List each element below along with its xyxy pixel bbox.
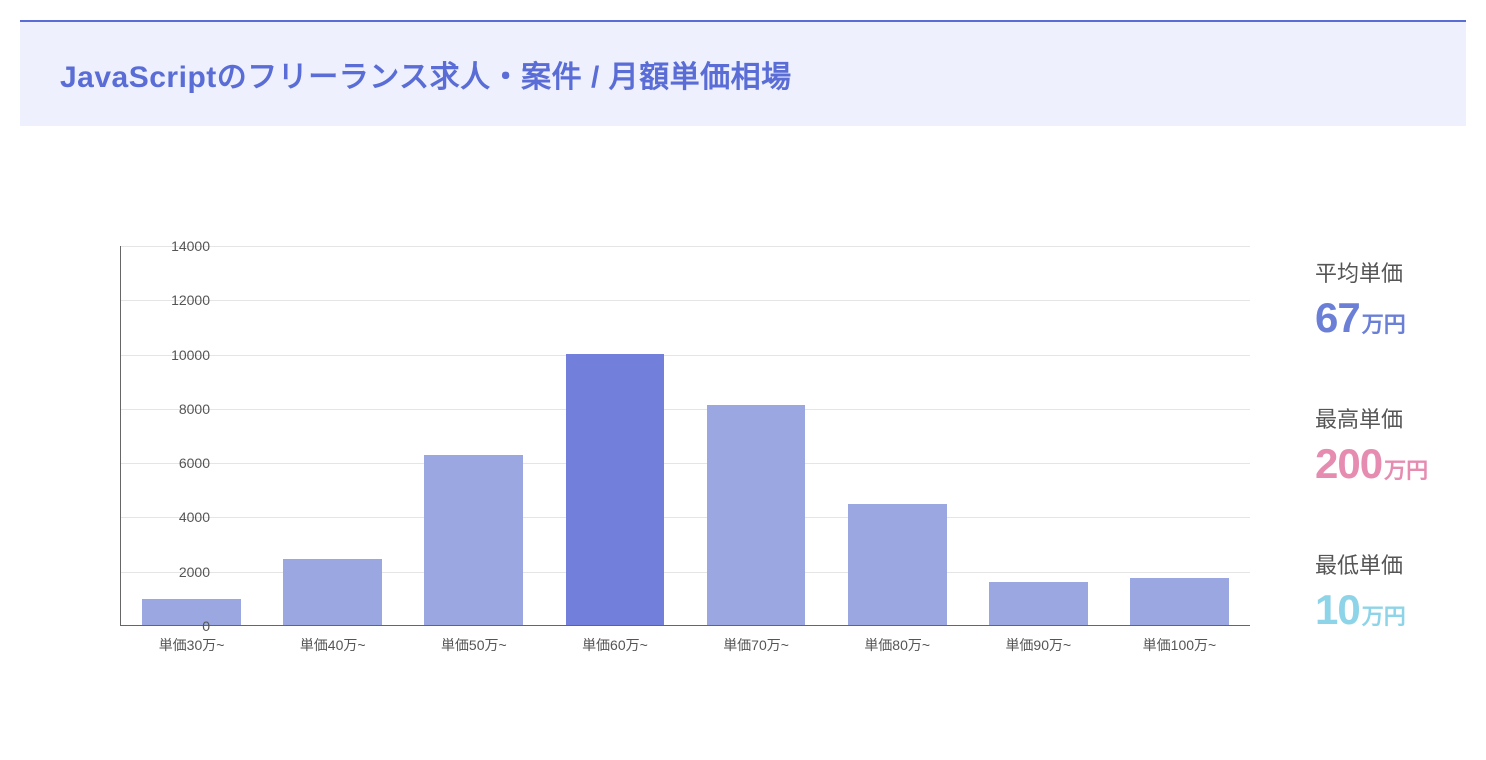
chart-y-tick-label: 12000 <box>150 292 210 308</box>
stat-unit: 万円 <box>1362 599 1406 631</box>
stat-unit: 万円 <box>1384 453 1428 485</box>
chart-bar-slot <box>1109 246 1250 625</box>
stat-block: 最高単価 200万円 <box>1315 402 1428 488</box>
chart-bar <box>283 559 382 626</box>
stat-value: 67万円 <box>1315 294 1428 342</box>
chart-bars <box>121 246 1250 625</box>
chart-y-tick-label: 8000 <box>150 401 210 417</box>
chart-x-tick-label: 単価30万~ <box>121 635 262 655</box>
chart-bar <box>566 354 665 625</box>
stat-number: 67 <box>1315 294 1360 342</box>
chart-x-tick-label: 単価50万~ <box>403 635 544 655</box>
chart-x-tick-label: 単価70万~ <box>686 635 827 655</box>
stat-value: 10万円 <box>1315 586 1428 634</box>
page-title: JavaScriptのフリーランス求人・案件 / 月額単価相場 <box>60 52 1426 96</box>
stat-number: 200 <box>1315 440 1382 488</box>
chart-bar-slot <box>827 246 968 625</box>
chart-bar-slot <box>686 246 827 625</box>
stat-number: 10 <box>1315 586 1360 634</box>
chart-bar-slot <box>403 246 544 625</box>
chart-x-tick-label: 単価60万~ <box>544 635 685 655</box>
chart-y-tick-label: 0 <box>150 618 210 634</box>
summary-stats: 平均単価67万円最高単価200万円最低単価10万円 <box>1315 236 1428 694</box>
chart-bar <box>989 582 1088 625</box>
stat-block: 最低単価 10万円 <box>1315 548 1428 634</box>
stat-block: 平均単価 67万円 <box>1315 256 1428 342</box>
chart-x-labels: 単価30万~単価40万~単価50万~単価60万~単価70万~単価80万~単価90… <box>121 635 1250 655</box>
chart-bar <box>848 504 947 625</box>
chart-bar-slot <box>968 246 1109 625</box>
chart-x-tick-label: 単価90万~ <box>968 635 1109 655</box>
chart-bar <box>424 455 523 625</box>
stat-label: 平均単価 <box>1315 256 1428 288</box>
content: 単価30万~単価40万~単価50万~単価60万~単価70万~単価80万~単価90… <box>0 236 1486 694</box>
stat-label: 最低単価 <box>1315 548 1428 580</box>
chart-bar-slot <box>544 246 685 625</box>
stat-label: 最高単価 <box>1315 402 1428 434</box>
chart-y-tick-label: 10000 <box>150 347 210 363</box>
chart-x-tick-label: 単価80万~ <box>827 635 968 655</box>
price-distribution-chart: 単価30万~単価40万~単価50万~単価60万~単価70万~単価80万~単価90… <box>35 236 1265 676</box>
chart-x-tick-label: 単価40万~ <box>262 635 403 655</box>
chart-y-tick-label: 2000 <box>150 564 210 580</box>
chart-plot-area: 単価30万~単価40万~単価50万~単価60万~単価70万~単価80万~単価90… <box>120 246 1250 626</box>
chart-bar <box>707 405 806 625</box>
chart-x-tick-label: 単価100万~ <box>1109 635 1250 655</box>
stat-unit: 万円 <box>1362 307 1406 339</box>
chart-y-tick-label: 14000 <box>150 238 210 254</box>
header-band: JavaScriptのフリーランス求人・案件 / 月額単価相場 <box>20 20 1466 126</box>
chart-y-tick-label: 6000 <box>150 455 210 471</box>
chart-y-tick-label: 4000 <box>150 509 210 525</box>
stat-value: 200万円 <box>1315 440 1428 488</box>
chart-bar <box>1130 578 1229 626</box>
chart-bar-slot <box>262 246 403 625</box>
